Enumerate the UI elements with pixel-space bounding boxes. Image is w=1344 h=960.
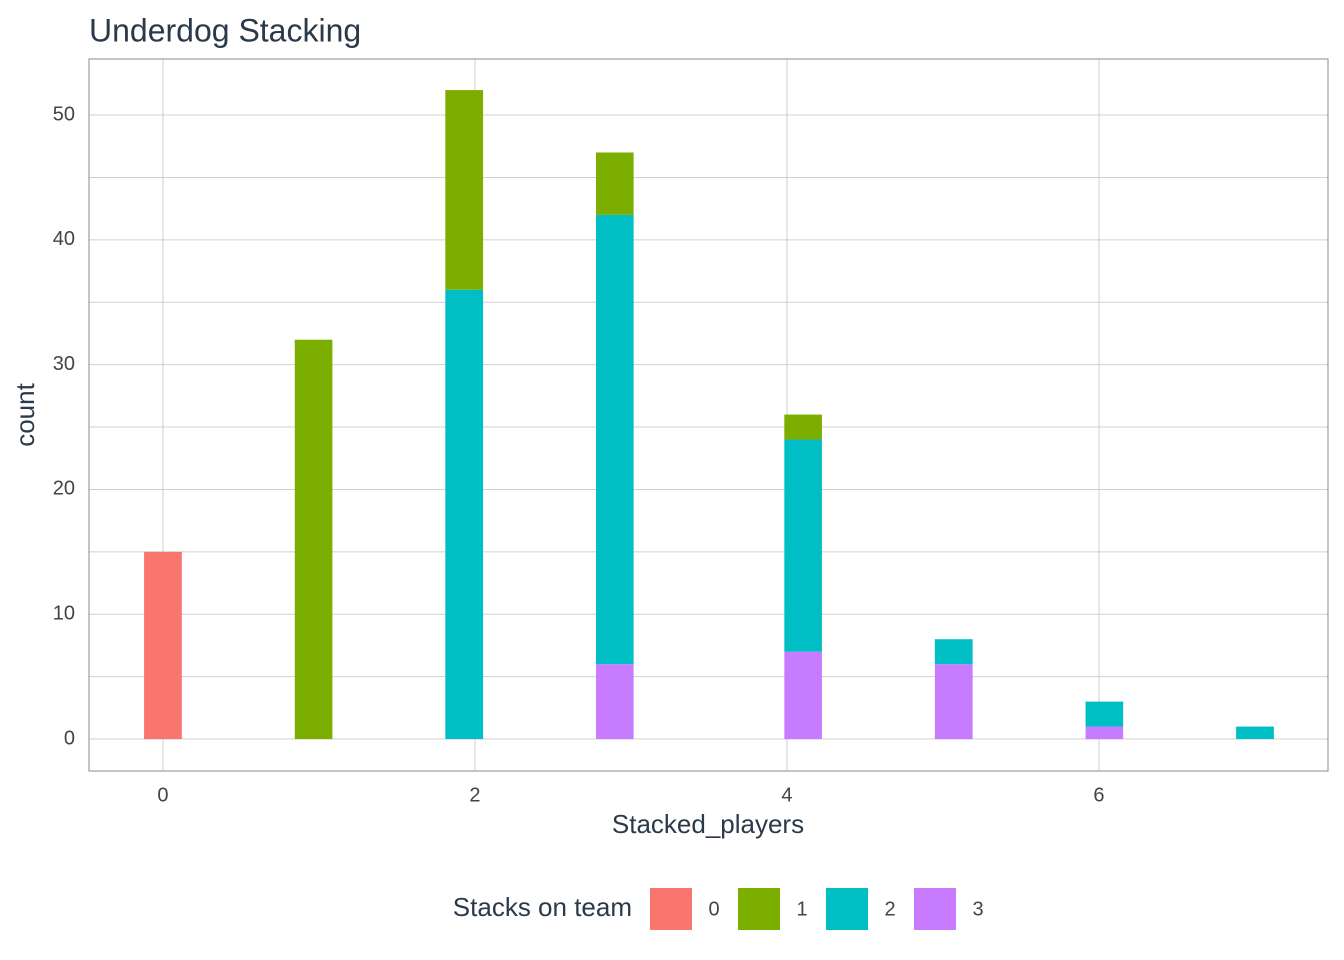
legend-label: 2 — [884, 898, 895, 920]
legend-label: 3 — [972, 898, 983, 920]
legend-label: 0 — [708, 898, 719, 920]
y-tick-label: 10 — [53, 603, 75, 625]
plot-border — [88, 58, 1329, 772]
bar-segment — [784, 439, 822, 652]
bar-segment — [1085, 701, 1124, 727]
legend-key — [738, 888, 780, 930]
x-tick-label: 6 — [1093, 784, 1104, 806]
bar-segment — [1085, 726, 1124, 740]
y-axis-label: count — [10, 382, 40, 446]
bar-segment — [144, 551, 182, 740]
bar-segment — [445, 289, 484, 740]
y-tick-label: 30 — [53, 353, 75, 375]
legend-label: 1 — [796, 898, 807, 920]
x-axis-label: Stacked_players — [612, 809, 804, 839]
bar-segment — [934, 664, 973, 740]
x-tick-label: 0 — [157, 784, 168, 806]
chart-title: Underdog Stacking — [89, 12, 361, 48]
legend-key — [650, 888, 692, 930]
bar-segment — [934, 639, 973, 665]
x-tick-label: 4 — [781, 784, 792, 806]
y-tick-label: 20 — [53, 478, 75, 500]
bar-segment — [1236, 726, 1274, 740]
bar-segment — [596, 152, 634, 215]
y-tick-label: 40 — [53, 228, 75, 250]
y-tick-label: 50 — [53, 103, 75, 125]
bar-segment — [445, 90, 484, 290]
bar-segment — [596, 664, 634, 740]
legend-key — [826, 888, 868, 930]
bar-segment — [784, 651, 822, 740]
bar-segment — [784, 414, 822, 440]
legend-key — [914, 888, 956, 930]
legend-title: Stacks on team — [453, 892, 632, 922]
bar-segment — [294, 339, 333, 740]
x-tick-label: 2 — [469, 784, 480, 806]
bar-segment — [596, 214, 634, 665]
y-tick-label: 0 — [64, 727, 75, 749]
